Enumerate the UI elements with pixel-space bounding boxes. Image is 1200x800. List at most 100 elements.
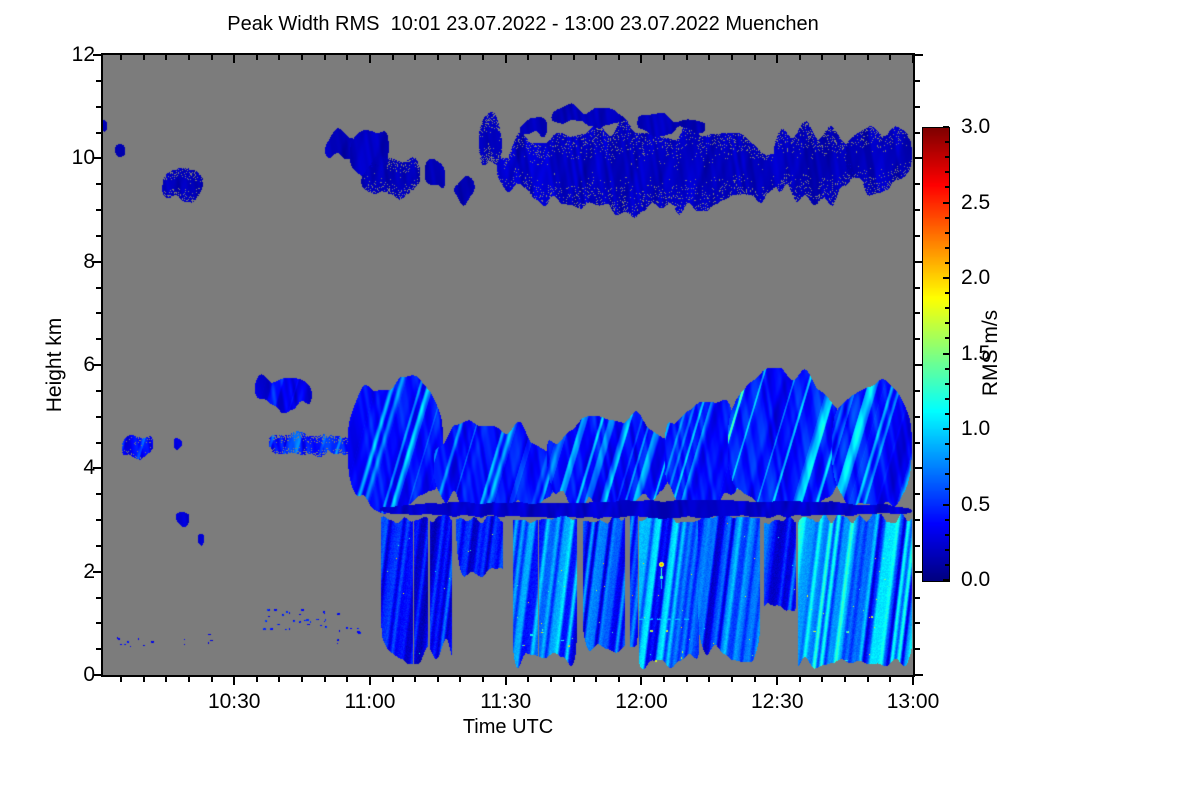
- tick-mark: [96, 622, 101, 625]
- tick-mark: [912, 677, 914, 685]
- tick-mark: [187, 677, 190, 682]
- tick-mark: [915, 674, 923, 676]
- tick-mark: [96, 441, 101, 444]
- tick-mark: [945, 473, 949, 476]
- tick-mark: [96, 312, 101, 315]
- colorbar-tick-label: 3.0: [961, 115, 991, 138]
- tick-mark: [640, 55, 643, 63]
- tick-mark: [915, 519, 920, 521]
- tick-mark: [915, 493, 920, 496]
- tick-mark: [915, 234, 920, 237]
- x-axis-label: Time UTC: [462, 716, 554, 738]
- tick-mark: [776, 677, 779, 685]
- tick-mark: [915, 415, 920, 418]
- y-tick-label: 4: [83, 456, 95, 480]
- tick-mark: [96, 338, 101, 341]
- tick-mark: [368, 55, 371, 63]
- tick-mark: [915, 622, 920, 625]
- tick-mark: [821, 677, 824, 682]
- tick-mark: [96, 183, 101, 186]
- tick-mark: [414, 55, 417, 60]
- tick-mark: [945, 397, 949, 400]
- tick-mark: [912, 55, 914, 63]
- tick-mark: [233, 55, 236, 63]
- tick-mark: [844, 677, 847, 682]
- tick-mark: [96, 286, 101, 289]
- y-tick-label: 12: [71, 43, 95, 66]
- heatmap-canvas: [103, 55, 913, 675]
- tick-mark: [685, 55, 688, 60]
- tick-mark: [368, 677, 371, 685]
- x-tick-label: 12:00: [615, 690, 668, 713]
- tick-mark: [730, 677, 733, 682]
- tick-mark: [572, 55, 575, 60]
- tick-mark: [93, 157, 101, 160]
- tick-mark: [595, 677, 598, 682]
- tick-mark: [504, 677, 507, 685]
- tick-mark: [233, 677, 236, 685]
- tick-mark: [943, 201, 949, 204]
- tick-mark: [943, 126, 949, 128]
- tick-mark: [915, 79, 920, 82]
- colorbar-canvas: [923, 128, 949, 581]
- tick-mark: [915, 209, 920, 211]
- tick-mark: [96, 415, 101, 418]
- tick-mark: [663, 677, 666, 682]
- x-tick-label: 10:30: [207, 690, 261, 713]
- x-tick-label: 13:00: [886, 690, 940, 713]
- tick-mark: [96, 519, 101, 521]
- colorbar-tick-label: 2.5: [961, 190, 991, 214]
- tick-mark: [943, 579, 949, 581]
- tick-mark: [945, 563, 949, 566]
- tick-mark: [96, 493, 101, 496]
- x-tick-label: 12:30: [750, 690, 804, 713]
- tick-mark: [945, 216, 949, 219]
- tick-mark: [255, 55, 258, 60]
- tick-mark: [414, 677, 417, 682]
- tick-mark: [165, 55, 168, 60]
- tick-mark: [96, 648, 101, 651]
- tick-mark: [120, 677, 123, 682]
- tick-mark: [278, 677, 281, 682]
- tick-mark: [549, 677, 552, 682]
- colorbar-tick-label: 0.0: [961, 568, 991, 591]
- tick-mark: [915, 183, 920, 186]
- tick-mark: [482, 677, 485, 682]
- x-tick-label: 11:00: [344, 690, 396, 713]
- chart-title: Peak Width RMS 10:01 23.07.2022 - 13:00 …: [227, 13, 819, 35]
- tick-mark: [943, 428, 949, 430]
- tick-mark: [943, 503, 949, 506]
- tick-mark: [915, 467, 923, 470]
- tick-mark: [945, 307, 949, 310]
- tick-mark: [482, 55, 485, 60]
- tick-mark: [943, 352, 949, 355]
- tick-mark: [255, 677, 258, 682]
- tick-mark: [93, 364, 101, 366]
- tick-mark: [776, 55, 779, 63]
- tick-mark: [945, 548, 949, 551]
- tick-mark: [93, 674, 101, 676]
- tick-mark: [504, 55, 507, 63]
- tick-mark: [595, 55, 598, 60]
- tick-mark: [436, 55, 439, 60]
- colorbar-tick-label: 0.5: [961, 492, 991, 516]
- tick-mark: [915, 364, 923, 366]
- tick-mark: [708, 677, 711, 682]
- tick-mark: [915, 54, 923, 56]
- tick-mark: [459, 55, 462, 60]
- tick-mark: [915, 648, 920, 651]
- tick-mark: [142, 55, 145, 60]
- tick-mark: [640, 677, 643, 685]
- y-tick-label: 2: [83, 559, 95, 583]
- tick-mark: [915, 286, 920, 289]
- tick-mark: [945, 186, 949, 189]
- tick-mark: [93, 467, 101, 470]
- tick-mark: [663, 55, 666, 60]
- tick-mark: [708, 55, 711, 60]
- y-tick-label: 6: [83, 353, 95, 376]
- tick-mark: [527, 55, 530, 60]
- tick-mark: [436, 677, 439, 682]
- tick-mark: [798, 677, 801, 682]
- tick-mark: [165, 677, 168, 682]
- tick-mark: [844, 55, 847, 60]
